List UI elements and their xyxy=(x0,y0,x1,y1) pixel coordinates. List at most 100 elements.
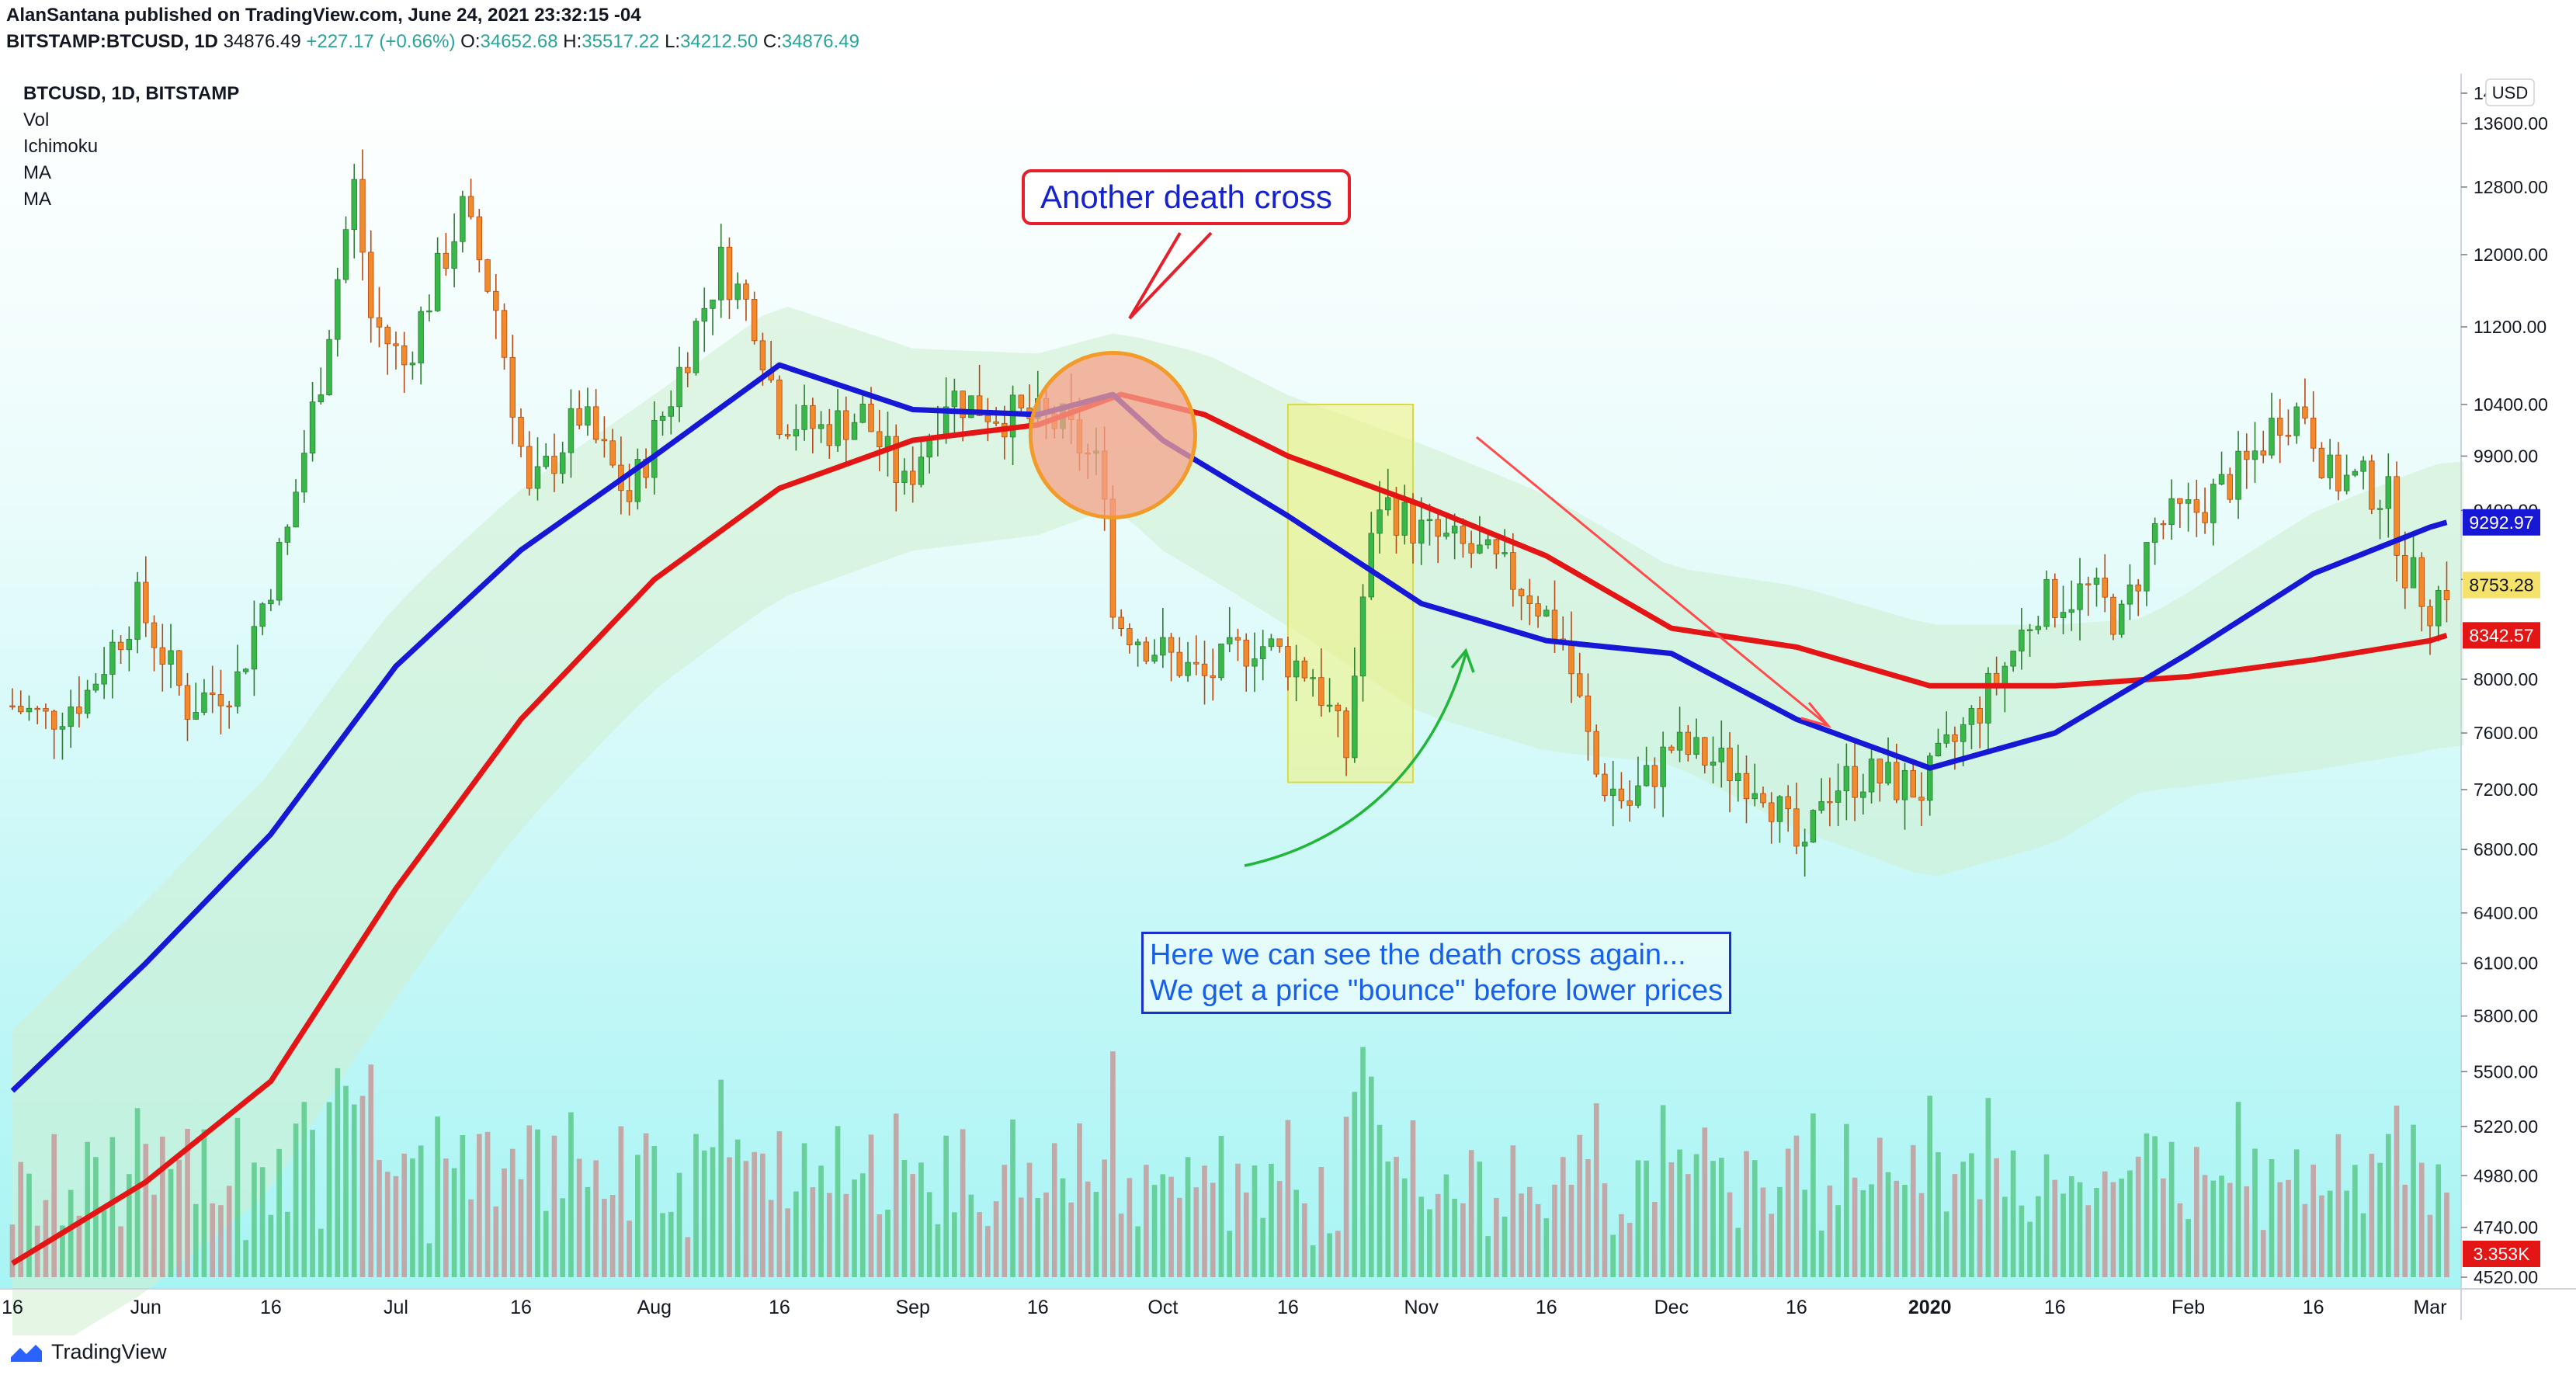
bounce-arrow xyxy=(1244,653,1467,867)
legend-item-ma[interactable]: MA xyxy=(23,162,51,183)
currency-badge[interactable]: USD xyxy=(2485,78,2535,106)
volume-bar xyxy=(2235,1102,2241,1277)
candle xyxy=(1885,737,1891,786)
volume-bar xyxy=(643,1133,649,1277)
tradingview-logo[interactable]: TradingView xyxy=(9,1340,167,1364)
candle xyxy=(301,430,307,503)
candle xyxy=(1668,745,1675,754)
volume-bar xyxy=(1168,1176,1174,1277)
time-tick-label: 16 xyxy=(1027,1297,1049,1318)
time-tick-label: 2020 xyxy=(1908,1297,1952,1318)
volume-bar xyxy=(760,1153,766,1277)
volume-bar xyxy=(1418,1196,1425,1277)
volume-bar xyxy=(351,1104,357,1277)
candle xyxy=(776,375,783,439)
volume-bar xyxy=(259,1167,266,1277)
volume-bar xyxy=(1751,1160,1758,1277)
tradingview-brand: TradingView xyxy=(51,1340,167,1363)
time-tick-label: Aug xyxy=(637,1297,672,1318)
volume-bar xyxy=(2068,1175,2074,1277)
volume-bar xyxy=(2310,1164,2316,1277)
volume-bar xyxy=(502,1168,507,1277)
legend-item-ichimoku[interactable]: Ichimoku xyxy=(23,136,99,157)
candle xyxy=(1676,707,1683,762)
legend-item-ma[interactable]: MA xyxy=(23,189,51,210)
volume-bar xyxy=(1460,1203,1466,1277)
candle xyxy=(1484,533,1491,549)
candle xyxy=(2035,616,2042,634)
volume-bar xyxy=(109,1137,116,1277)
volume-bar xyxy=(1260,1217,1266,1277)
volume-bar xyxy=(301,1102,307,1277)
price-tag-ma-slow: 8342.57 xyxy=(2463,622,2540,649)
candle xyxy=(268,589,274,612)
volume-bar xyxy=(1435,1193,1441,1277)
volume-bar xyxy=(776,1131,783,1277)
legend-item-vol[interactable]: Vol xyxy=(23,109,50,130)
candle xyxy=(2019,607,2025,670)
volume-bar xyxy=(2418,1162,2425,1277)
volume-bar xyxy=(1927,1096,1933,1277)
volume-bar xyxy=(26,1173,32,1277)
volume-bar xyxy=(1769,1214,1775,1277)
volume-bar xyxy=(1610,1234,1616,1277)
volume-bar xyxy=(935,1224,941,1277)
volume-bar xyxy=(1269,1163,1274,1277)
candle xyxy=(2443,561,2450,623)
candle xyxy=(1285,636,1291,691)
volume-bar xyxy=(1894,1180,1900,1277)
candle xyxy=(1201,641,1208,705)
candle xyxy=(184,673,191,741)
volume-bar xyxy=(1626,1222,1633,1277)
volume-bar xyxy=(568,1112,574,1277)
svg-text:9292.97: 9292.97 xyxy=(2469,512,2533,533)
volume-bar xyxy=(460,1135,466,1277)
candle xyxy=(1818,778,1824,814)
volume-bar xyxy=(977,1212,982,1277)
volume-bar xyxy=(1577,1134,1583,1277)
volume-bar xyxy=(1468,1150,1474,1277)
time-tick-label: 16 xyxy=(2,1297,23,1318)
candle xyxy=(1443,516,1449,540)
candle xyxy=(543,443,549,470)
candle xyxy=(2210,478,2217,546)
time-axis: 16 Jun 16 Jul 16 Aug 16 Sep 16 Oct 16 Nov 16 Dec 16 202… xyxy=(2,1297,2446,1318)
candle xyxy=(1018,394,1025,412)
volume-bar xyxy=(2394,1106,2400,1277)
volume-bar xyxy=(785,1208,790,1277)
volume-bar xyxy=(51,1134,57,1277)
candle xyxy=(1918,772,1925,827)
volume-bar xyxy=(818,1165,824,1277)
volume-bar xyxy=(2194,1147,2199,1277)
candle xyxy=(226,700,232,729)
candle xyxy=(843,396,849,464)
volume-bar xyxy=(1243,1192,1249,1277)
svg-text:3.353K: 3.353K xyxy=(2474,1244,2531,1264)
volume-bar xyxy=(1568,1185,1574,1277)
candle xyxy=(1377,481,1383,554)
high-value: 35517.22 xyxy=(582,31,660,52)
volume-bar xyxy=(1744,1151,1749,1277)
legend-title[interactable]: BTCUSD, 1D, BITSTAMP xyxy=(23,83,240,104)
volume-bar xyxy=(585,1186,591,1277)
candle xyxy=(2293,402,2300,444)
volume-bar xyxy=(1202,1165,1207,1277)
candle xyxy=(2093,568,2100,607)
volume-bar xyxy=(752,1151,758,1277)
volume-bar xyxy=(651,1146,658,1277)
volume-bar xyxy=(2094,1188,2099,1277)
candle xyxy=(76,676,82,727)
symbol-label: BITSTAMP:BTCUSD, 1D xyxy=(6,31,218,52)
volume-bar xyxy=(201,1129,207,1277)
candle xyxy=(426,294,432,321)
volume-bar xyxy=(843,1193,849,1277)
volume-bar xyxy=(93,1157,99,1277)
volume-bar xyxy=(285,1211,290,1277)
candle xyxy=(1143,637,1150,665)
volume-bar xyxy=(609,1195,616,1277)
volume-bar xyxy=(1227,1231,1233,1277)
candle xyxy=(1743,755,1750,824)
volume-bar xyxy=(293,1123,299,1277)
candle xyxy=(951,378,958,434)
